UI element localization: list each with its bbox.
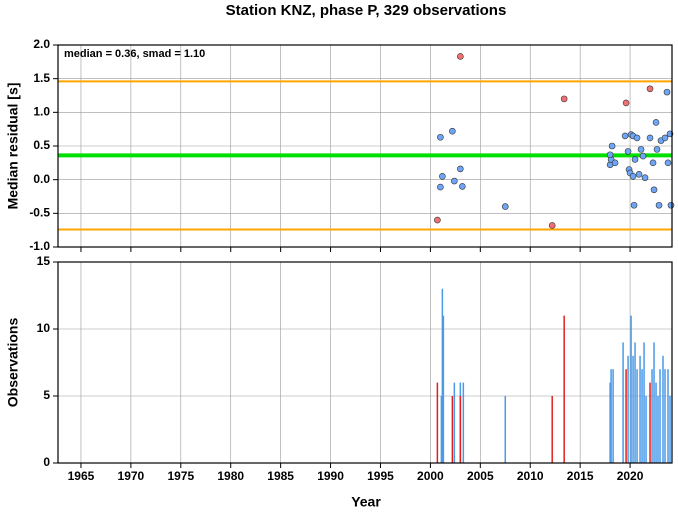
point: [437, 183, 444, 191]
point: [649, 159, 657, 167]
point: [664, 159, 672, 167]
point: [661, 134, 669, 142]
x-tick-label: 1975: [167, 469, 194, 483]
plot-frame: [57, 44, 673, 248]
point: [451, 177, 458, 185]
point: [611, 159, 619, 167]
point: [633, 134, 641, 142]
point: [501, 203, 509, 210]
y-tick-label: -1.0: [29, 239, 50, 253]
annotation: median = 0.36, smad = 1.10: [64, 48, 205, 60]
point: [652, 119, 660, 126]
x-tick-label: 1995: [367, 469, 394, 483]
point: [635, 170, 643, 178]
point: [646, 85, 654, 93]
x-tick-label: 2010: [517, 469, 544, 483]
y-axis-label: Observations: [5, 318, 21, 408]
x-tick-label: 1980: [217, 469, 244, 483]
point: [457, 53, 464, 60]
x-tick-label: 1985: [267, 469, 294, 483]
y-tick-label: 10: [37, 321, 51, 335]
point: [655, 201, 663, 209]
y-tick-label: -0.5: [29, 206, 50, 220]
y-tick-label: 0: [43, 455, 50, 469]
point: [621, 132, 629, 140]
point: [630, 201, 638, 209]
point: [437, 133, 444, 141]
point: [624, 148, 632, 155]
point: [663, 88, 671, 96]
point: [548, 222, 556, 229]
point: [631, 156, 639, 163]
x-tick-label: 2015: [567, 469, 594, 483]
x-tick-label: 1965: [68, 469, 95, 483]
point: [637, 146, 645, 153]
point: [434, 216, 441, 224]
y-tick-label: 1.0: [33, 105, 50, 119]
point: [606, 151, 614, 159]
y-tick-label: 15: [37, 254, 51, 268]
point: [622, 99, 630, 107]
point: [650, 186, 658, 194]
point: [653, 146, 661, 153]
x-axis-label: Year: [351, 494, 381, 510]
point: [646, 134, 654, 142]
x-tick-label: 1970: [118, 469, 145, 483]
chart-title: Station KNZ, phase P, 329 observations: [226, 2, 507, 19]
y-axis-label: Median residual [s]: [5, 83, 21, 210]
point: [457, 165, 464, 173]
x-tick-label: 2000: [417, 469, 444, 483]
x-tick-label: 2005: [467, 469, 494, 483]
point: [449, 127, 456, 135]
y-tick-label: 2.0: [33, 37, 50, 51]
x-tick-label: 2020: [617, 469, 644, 483]
point: [608, 142, 616, 150]
point: [641, 174, 649, 181]
point: [439, 173, 446, 180]
point: [560, 95, 568, 103]
y-tick-label: 5: [43, 388, 50, 402]
point: [459, 183, 466, 190]
y-tick-label: 0.5: [33, 138, 50, 152]
point: [629, 173, 637, 180]
point: [639, 152, 647, 160]
x-tick-label: 1990: [317, 469, 344, 483]
y-tick-label: 1.5: [33, 71, 50, 85]
point: [667, 201, 675, 209]
y-tick-label: 0.0: [33, 172, 50, 186]
plot-frame: [57, 261, 673, 464]
